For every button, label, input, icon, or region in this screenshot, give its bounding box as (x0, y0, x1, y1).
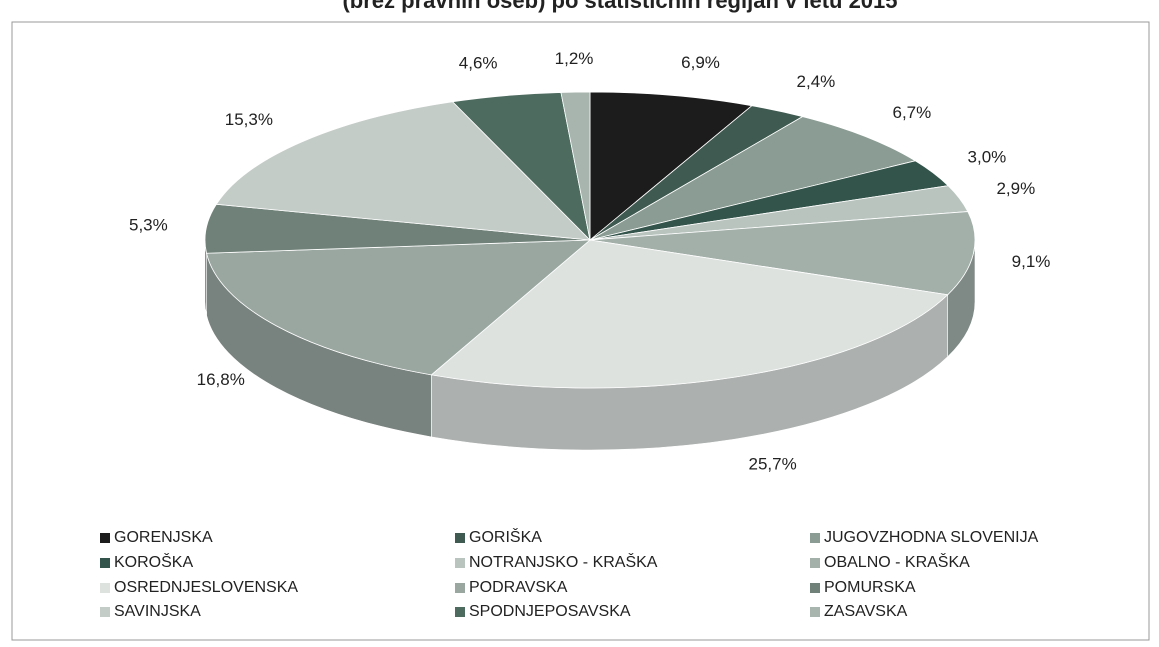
data-label: 6,9% (681, 53, 720, 72)
legend-label: SPODNJEPOSAVSKA (469, 603, 631, 620)
legend-swatch (455, 533, 465, 543)
legend-swatch (100, 583, 110, 593)
data-label: 16,8% (197, 370, 245, 389)
slice (589, 116, 917, 241)
legend-swatch (100, 533, 110, 543)
slice (560, 91, 591, 241)
data-label: 5,3% (129, 216, 168, 235)
slice (589, 91, 753, 241)
legend-label: NOTRANJSKO - KRAŠKA (469, 552, 658, 571)
data-label: 2,9% (996, 179, 1035, 198)
legend-label: OSREDNJESLOVENSKA (114, 579, 298, 596)
data-label: 1,2% (555, 49, 594, 68)
data-label: 4,6% (459, 53, 498, 72)
legend-swatch (810, 533, 820, 543)
data-label: 6,7% (893, 103, 932, 122)
data-label: 2,4% (797, 72, 836, 91)
legend-swatch (810, 558, 820, 568)
chart-title: (brez pravnih oseb) po statističnih regi… (342, 0, 897, 13)
slice (215, 101, 592, 241)
legend-swatch (100, 558, 110, 568)
legend-label: GORENJSKA (114, 529, 213, 546)
legend-label: GORIŠKA (469, 527, 542, 546)
data-label: 3,0% (968, 148, 1007, 167)
legend-label: PODRAVSKA (469, 579, 568, 596)
legend-swatch (810, 583, 820, 593)
legend-swatch (455, 583, 465, 593)
legend-label: JUGOVZHODNA SLOVENIJA (824, 529, 1039, 546)
legend-label: ZASAVSKA (824, 603, 908, 620)
legend-label: OBALNO - KRAŠKA (824, 552, 970, 571)
legend-swatch (810, 607, 820, 617)
data-label: 15,3% (225, 110, 273, 129)
slice (430, 239, 949, 389)
slice (589, 211, 976, 296)
legend-swatch (455, 607, 465, 617)
legend-swatch (100, 607, 110, 617)
data-label: 9,1% (1012, 252, 1051, 271)
legend-swatch (455, 558, 465, 568)
legend-label: POMURSKA (824, 579, 916, 596)
legend-label: SAVINJSKA (114, 603, 201, 620)
slice (206, 239, 592, 376)
legend-label: KOROŠKA (114, 552, 193, 571)
data-label: 25,7% (749, 454, 797, 473)
